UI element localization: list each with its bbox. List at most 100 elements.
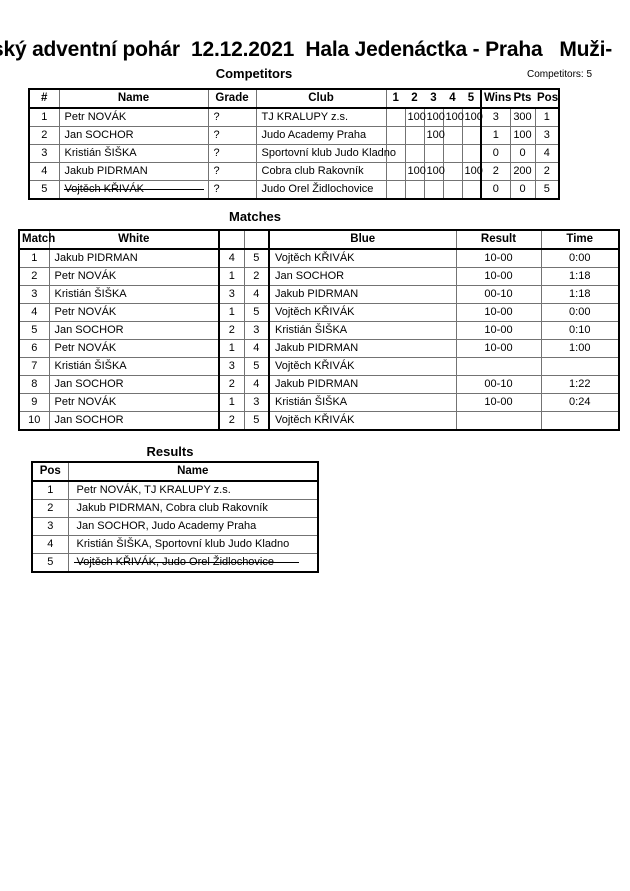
score-vs-4: [442, 180, 463, 200]
blue-competitor-number: 5: [243, 357, 270, 376]
page-title: ský adventní pohár 12.12.2021 Hala Jeden…: [0, 38, 613, 61]
result-name: Jan SOCHOR, Judo Academy Praha: [67, 517, 319, 536]
competitor-number: 4: [28, 162, 60, 181]
match-result: 10-00: [455, 267, 542, 286]
table-row: 3 Jan SOCHOR, Judo Academy Praha: [31, 517, 319, 536]
competitor-pos: 1: [534, 107, 560, 127]
score-vs-4: [442, 162, 463, 181]
score-vs-1: [385, 180, 406, 200]
score-vs-5: [461, 144, 482, 163]
score-vs-4: [442, 144, 463, 163]
table-row: 5 Vojtěch KŘIVÁK, Judo Orel Židlochovice: [31, 553, 319, 573]
col-header-opp3: 3: [424, 88, 443, 109]
white-name: Jan SOCHOR: [48, 321, 220, 340]
competitor-club: Sportovní klub Judo Kladno: [255, 144, 396, 163]
white-competitor-number: 2: [218, 375, 245, 394]
competitor-pts: 0: [509, 144, 536, 163]
table-row: 2 Petr NOVÁK 1 2 Jan SOCHOR 10-00 1:18: [18, 267, 620, 286]
competitor-pos: 4: [534, 144, 560, 163]
score-vs-1: [385, 162, 406, 181]
blue-competitor-number: 3: [243, 393, 270, 412]
white-name: Jan SOCHOR: [48, 375, 220, 394]
match-result: 10-00: [455, 321, 542, 340]
competitor-name: Petr NOVÁK: [58, 107, 209, 127]
score-vs-2: [404, 180, 425, 200]
white-name: Jakub PIDRMAN: [48, 248, 220, 268]
table-row: 4 Petr NOVÁK 1 5 Vojtěch KŘIVÁK 10-00 0:…: [18, 303, 620, 322]
match-result: 10-00: [455, 393, 542, 412]
col-header-blue: Blue: [268, 229, 457, 250]
col-header-result: Result: [455, 229, 542, 250]
competitors-header-row: # Name Grade Club 1 2 3 4 5 Wins Pts Pos: [28, 88, 559, 109]
score-vs-4: [442, 126, 463, 145]
table-row: 5 Jan SOCHOR 2 3 Kristián ŠIŠKA 10-00 0:…: [18, 321, 620, 340]
result-pos: 1: [31, 480, 69, 500]
blue-name: Jan SOCHOR: [268, 267, 457, 286]
match-time: [540, 357, 620, 376]
white-competitor-number: 1: [218, 303, 245, 322]
table-row: 4 Kristián ŠIŠKA, Sportovní klub Judo Kl…: [31, 535, 319, 554]
col-header-match: Match: [18, 229, 55, 250]
results-header-row: Pos Name: [31, 461, 319, 482]
match-number: 8: [18, 375, 50, 394]
match-result: [455, 357, 542, 376]
competitor-wins: 2: [480, 162, 511, 181]
col-header-pts: Pts: [510, 88, 535, 109]
results-table: Pos Name 1 Petr NOVÁK, TJ KRALUPY z.s. 2…: [31, 461, 319, 573]
col-header-time: Time: [540, 229, 620, 250]
table-row: 9 Petr NOVÁK 1 3 Kristián ŠIŠKA 10-00 0:…: [18, 393, 620, 412]
table-row: 2 Jan SOCHOR ? Judo Academy Praha 100 1 …: [28, 126, 560, 145]
white-name: Jan SOCHOR: [48, 411, 220, 431]
blue-competitor-number: 2: [243, 267, 270, 286]
competitor-club: Judo Orel Židlochovice: [255, 180, 387, 200]
score-vs-1: [385, 107, 406, 127]
competitor-number: 2: [28, 126, 60, 145]
blue-competitor-number: 4: [243, 375, 270, 394]
match-time: 1:18: [540, 267, 620, 286]
col-header-opp4: 4: [443, 88, 462, 109]
result-name: Kristián ŠIŠKA, Sportovní klub Judo Klad…: [67, 535, 319, 554]
score-vs-4: 100: [442, 107, 464, 127]
score-vs-3: 100: [423, 126, 445, 145]
competitors-section-heading: Competitors: [215, 66, 293, 81]
table-row: 4 Jakub PIDRMAN ? Cobra club Rakovník 10…: [28, 162, 560, 181]
match-time: 0:00: [540, 303, 620, 322]
match-number: 6: [18, 339, 50, 358]
competitor-pts: 300: [509, 107, 536, 127]
competitors-count-label: Competitors: 5: [527, 69, 593, 80]
competitor-name: Jan SOCHOR: [58, 126, 209, 145]
competitor-wins: 0: [480, 144, 511, 163]
score-vs-1: [385, 126, 406, 145]
competitor-club: Cobra club Rakovník: [255, 162, 387, 181]
col-header-grade: Grade: [207, 88, 257, 109]
result-name: Petr NOVÁK, TJ KRALUPY z.s.: [67, 480, 319, 500]
result-pos: 3: [31, 517, 69, 536]
results-section-heading: Results: [146, 444, 194, 459]
match-number: 10: [18, 411, 50, 431]
match-time: [540, 411, 620, 431]
competitor-pos: 3: [534, 126, 560, 145]
col-header-wins: Wins: [480, 88, 511, 109]
match-result: [455, 411, 542, 431]
white-name: Petr NOVÁK: [48, 267, 220, 286]
matches-section-heading: Matches: [228, 209, 282, 224]
col-header-club: Club: [255, 88, 387, 109]
table-row: 6 Petr NOVÁK 1 4 Jakub PIDRMAN 10-00 1:0…: [18, 339, 620, 358]
match-result: 10-00: [455, 248, 542, 268]
competitor-name: Jakub PIDRMAN: [58, 162, 209, 181]
white-competitor-number: 3: [218, 285, 245, 304]
col-header-opp2: 2: [405, 88, 424, 109]
match-time: 0:24: [540, 393, 620, 412]
match-time: 1:00: [540, 339, 620, 358]
score-vs-3: [423, 144, 444, 163]
table-row: 1 Petr NOVÁK ? TJ KRALUPY z.s. 100 100 1…: [28, 107, 560, 127]
match-result: 10-00: [455, 303, 542, 322]
competitor-pts: 200: [509, 162, 536, 181]
competitors-table: # Name Grade Club 1 2 3 4 5 Wins Pts Pos…: [28, 88, 560, 200]
competitor-pos: 2: [534, 162, 560, 181]
competitor-club: Judo Academy Praha: [255, 126, 387, 145]
score-vs-5: [461, 180, 482, 200]
col-header-name: Name: [67, 461, 319, 482]
white-competitor-number: 1: [218, 393, 245, 412]
match-number: 3: [18, 285, 50, 304]
